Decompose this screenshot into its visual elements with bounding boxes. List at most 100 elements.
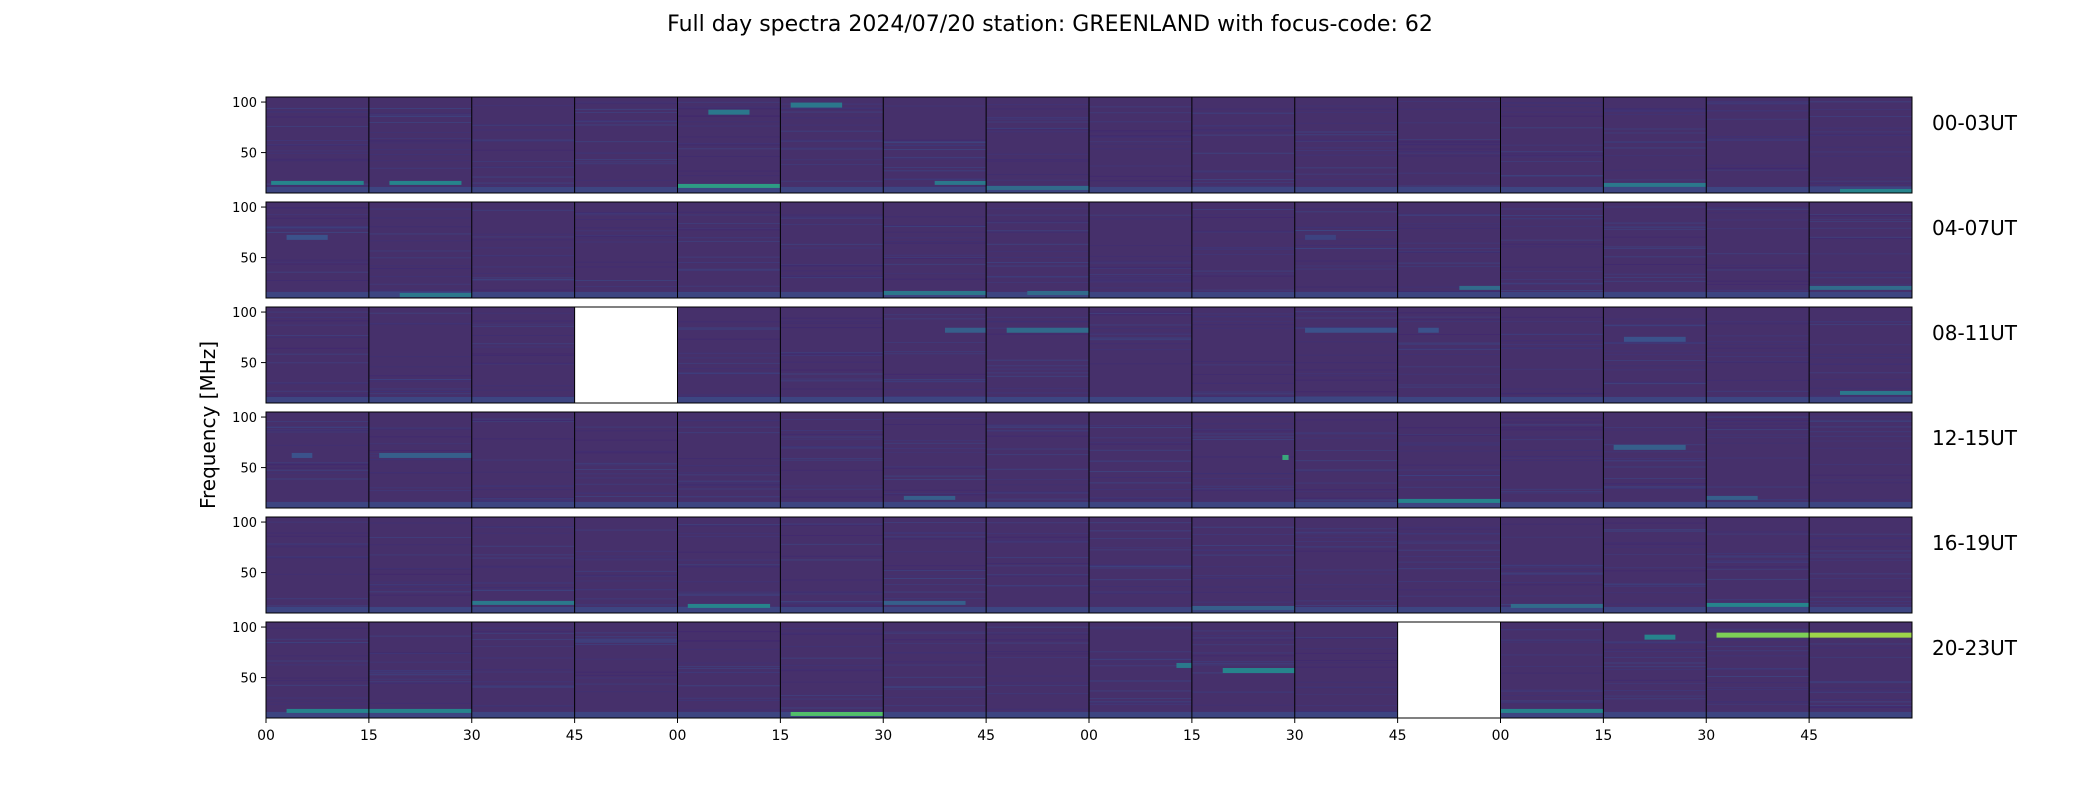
noise-line: [574, 439, 678, 441]
noise-line: [1397, 469, 1501, 471]
spectrum-panel: [1706, 412, 1810, 508]
noise-line: [1397, 479, 1501, 481]
noise-line: [1294, 154, 1398, 156]
noise-line: [780, 216, 884, 218]
noise-line: [677, 432, 781, 434]
noise-line: [266, 660, 369, 662]
noise-line: [677, 668, 781, 670]
noise-line: [986, 498, 1089, 500]
noise-line: [986, 118, 1089, 120]
noise-line: [677, 268, 781, 270]
noise-line: [1706, 264, 1810, 266]
noise-line: [883, 396, 987, 398]
noise-line: [883, 148, 987, 150]
noise-line: [1294, 122, 1398, 124]
panel-background: [677, 307, 781, 403]
noise-line: [1294, 693, 1398, 695]
noise-line: [1397, 348, 1501, 350]
noise-line: [574, 658, 678, 660]
noise-line: [471, 272, 575, 274]
panel-background: [883, 202, 987, 298]
signal-feature: [1613, 444, 1686, 450]
noise-line: [1397, 568, 1501, 570]
noise-line: [1603, 487, 1707, 489]
noise-line: [1294, 286, 1398, 288]
noise-line: [883, 696, 987, 698]
noise-line: [266, 107, 369, 109]
noise-line: [883, 591, 987, 593]
noise-line: [471, 632, 575, 634]
noise-line: [368, 114, 472, 116]
noise-line: [1809, 546, 1912, 548]
noise-line: [1603, 683, 1707, 685]
noise-line: [1294, 550, 1398, 552]
signal-feature: [687, 603, 771, 608]
noise-line: [266, 263, 369, 265]
noise-line: [1809, 573, 1912, 575]
low-band: [1603, 291, 1707, 298]
spectrum-panel: [780, 202, 884, 298]
noise-line: [368, 108, 472, 110]
panel-background: [1294, 517, 1398, 613]
signal-feature: [399, 292, 472, 297]
noise-line: [574, 286, 678, 288]
noise-line: [883, 570, 987, 572]
spectrum-panel: [266, 97, 369, 193]
noise-line: [1500, 584, 1604, 586]
noise-line: [1191, 566, 1295, 568]
noise-line: [986, 231, 1089, 233]
noise-line: [1809, 214, 1912, 216]
low-band: [1294, 711, 1398, 718]
y-tick-label: 100: [232, 411, 257, 426]
noise-line: [266, 111, 369, 113]
noise-line: [1089, 339, 1192, 341]
noise-line: [677, 396, 781, 398]
noise-line: [1294, 533, 1398, 535]
noise-line: [1603, 698, 1707, 700]
noise-line: [1603, 695, 1707, 697]
noise-line: [1294, 391, 1398, 393]
low-band: [677, 291, 781, 298]
noise-line: [471, 686, 575, 688]
noise-line: [1191, 478, 1295, 480]
noise-line: [1603, 246, 1707, 248]
noise-line: [266, 227, 369, 229]
signal-feature: [1305, 234, 1336, 240]
noise-line: [1089, 586, 1192, 588]
noise-line: [574, 636, 678, 638]
noise-line: [471, 554, 575, 556]
spectrum-panel: [266, 307, 369, 403]
low-band: [986, 186, 1089, 193]
signal-feature: [883, 290, 987, 295]
noise-line: [368, 160, 472, 162]
noise-line: [780, 130, 884, 132]
noise-line: [1191, 324, 1295, 326]
noise-line: [1500, 694, 1604, 696]
noise-line: [1397, 384, 1501, 386]
panel-background: [780, 517, 884, 613]
spectrum-panel: [368, 202, 472, 298]
noise-line: [266, 546, 369, 548]
noise-line: [1500, 574, 1604, 576]
noise-line: [986, 563, 1089, 565]
noise-line: [1191, 112, 1295, 114]
noise-line: [1089, 287, 1192, 289]
noise-line: [780, 148, 884, 150]
noise-line: [1089, 130, 1192, 132]
low-band: [1500, 186, 1604, 193]
noise-line: [1706, 628, 1810, 630]
noise-line: [1603, 483, 1707, 485]
noise-line: [1089, 471, 1192, 473]
noise-line: [1397, 139, 1501, 141]
panel-background: [1397, 202, 1501, 298]
noise-line: [986, 128, 1089, 130]
low-band: [1500, 606, 1604, 613]
noise-line: [368, 289, 472, 291]
noise-line: [677, 211, 781, 213]
panel-background: [1809, 517, 1912, 613]
noise-line: [1809, 134, 1912, 136]
noise-line: [986, 536, 1089, 538]
noise-line: [986, 632, 1089, 634]
noise-line: [1500, 243, 1604, 245]
noise-line: [1809, 127, 1912, 129]
